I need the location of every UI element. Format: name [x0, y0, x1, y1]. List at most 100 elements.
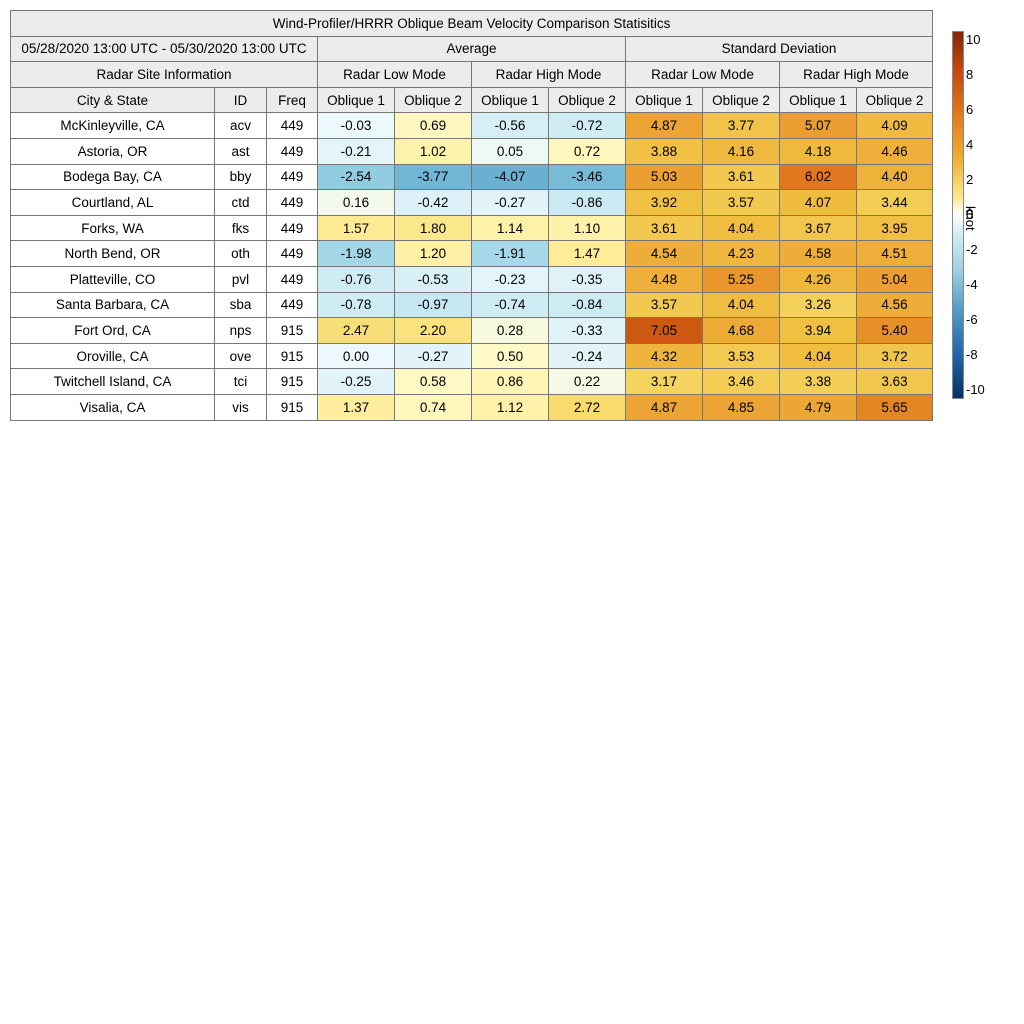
average-value-cell: -0.24 — [548, 342, 626, 370]
stats-table: Wind-Profiler/HRRR Oblique Beam Velocity… — [9, 10, 934, 421]
site-city-cell: Forks, WA — [10, 214, 215, 242]
stddev-value-cell: 4.54 — [625, 240, 703, 267]
stddev-value-cell: 5.04 — [855, 265, 934, 293]
table-row: Astoria, OR ast 449 -0.21 1.02 0.05 0.72 3.88 4.… — [10, 137, 934, 165]
average-value-cell: 1.12 — [471, 393, 549, 421]
average-value-cell: -0.56 — [471, 112, 549, 139]
average-value-cell: 0.58 — [394, 368, 472, 395]
average-value-cell: 0.74 — [394, 393, 472, 421]
table-row: Platteville, CO pvl 449 -0.76 -0.53 -0.23 -0.3… — [10, 265, 934, 293]
colorbar-tick-label: 10 — [966, 32, 981, 47]
column-header: ID — [214, 86, 267, 114]
average-value-cell: -0.03 — [317, 112, 395, 139]
site-id-cell: oth — [214, 240, 267, 267]
average-value-cell: 1.57 — [317, 214, 395, 242]
colorbar-tick-label: 0 — [966, 207, 974, 222]
average-value-cell: 1.20 — [394, 240, 472, 267]
average-value-cell: 0.50 — [471, 342, 549, 370]
stddev-value-cell: 4.23 — [702, 240, 780, 267]
table-row: McKinleyville, CA acv 449 -0.03 0.69 -0.56 -0.… — [10, 112, 934, 139]
site-id-cell: ctd — [214, 189, 267, 216]
stddev-value-cell: 6.02 — [779, 163, 857, 191]
site-freq-cell: 915 — [266, 342, 318, 370]
average-value-cell: 0.28 — [471, 317, 549, 344]
average-value-cell: -0.35 — [548, 265, 626, 293]
average-value-cell: 1.37 — [317, 393, 395, 421]
average-value-cell: 1.47 — [548, 240, 626, 267]
stddev-value-cell: 5.25 — [702, 265, 780, 293]
average-value-cell: 1.14 — [471, 214, 549, 242]
average-value-cell: -0.97 — [394, 291, 472, 319]
average-value-cell: -0.23 — [471, 265, 549, 293]
average-value-cell: -4.07 — [471, 163, 549, 191]
stddev-value-cell: 3.46 — [702, 368, 780, 395]
site-id-cell: ove — [214, 342, 267, 370]
stddev-value-cell: 3.38 — [779, 368, 857, 395]
average-value-cell: -0.84 — [548, 291, 626, 319]
stddev-value-cell: 3.61 — [625, 214, 703, 242]
stddev-value-cell: 3.26 — [779, 291, 857, 319]
average-value-cell: -0.72 — [548, 112, 626, 139]
colorbar — [952, 31, 964, 399]
site-freq-cell: 449 — [266, 214, 318, 242]
period-label: 05/28/2020 13:00 UTC - 05/30/2020 13:00 … — [10, 35, 318, 63]
stddev-value-cell: 4.40 — [855, 163, 934, 191]
stddev-value-cell: 3.88 — [625, 137, 703, 165]
stddev-value-cell: 4.16 — [702, 137, 780, 165]
average-value-cell: 0.72 — [548, 137, 626, 165]
column-header: Oblique 1 — [317, 86, 395, 114]
table-row: Forks, WA fks 449 1.57 1.80 1.14 1.10 3.61 4.04 3… — [10, 214, 934, 242]
site-city-cell: Santa Barbara, CA — [10, 291, 215, 319]
stddev-value-cell: 4.87 — [625, 112, 703, 139]
site-id-cell: fks — [214, 214, 267, 242]
average-value-cell: 0.22 — [548, 368, 626, 395]
average-value-cell: 2.20 — [394, 317, 472, 344]
table-row: Bodega Bay, CA bby 449 -2.54 -3.77 -4.07 -3.46… — [10, 163, 934, 191]
stddev-value-cell: 3.57 — [702, 189, 780, 216]
site-freq-cell: 449 — [266, 189, 318, 216]
column-header: Oblique 2 — [855, 86, 934, 114]
stddev-value-cell: 3.67 — [779, 214, 857, 242]
site-freq-cell: 915 — [266, 368, 318, 395]
average-value-cell: -0.25 — [317, 368, 395, 395]
table-body: McKinleyville, CA acv 449 -0.03 0.69 -0.56 -0.… — [10, 112, 934, 421]
column-header: Oblique 2 — [702, 86, 780, 114]
site-city-cell: Astoria, OR — [10, 137, 215, 165]
stddev-value-cell: 4.58 — [779, 240, 857, 267]
column-header: Oblique 1 — [779, 86, 857, 114]
table-row: Fort Ord, CA nps 915 2.47 2.20 0.28 -0.33 7.05 4… — [10, 317, 934, 344]
average-value-cell: -0.42 — [394, 189, 472, 216]
mode-header: Radar High Mode — [471, 61, 626, 88]
column-header: City & State — [10, 86, 215, 114]
average-value-cell: -0.78 — [317, 291, 395, 319]
stddev-value-cell: 3.53 — [702, 342, 780, 370]
colorbar-tick-label: 6 — [966, 102, 974, 117]
site-id-cell: bby — [214, 163, 267, 191]
stddev-value-cell: 3.92 — [625, 189, 703, 216]
average-value-cell: 0.05 — [471, 137, 549, 165]
colorbar-tick-label: 8 — [966, 67, 974, 82]
stddev-value-cell: 3.44 — [855, 189, 934, 216]
stddev-value-cell: 3.95 — [855, 214, 934, 242]
column-header: Oblique 2 — [548, 86, 626, 114]
site-city-cell: Visalia, CA — [10, 393, 215, 421]
average-value-cell: -3.77 — [394, 163, 472, 191]
stddev-value-cell: 4.04 — [779, 342, 857, 370]
site-id-cell: tci — [214, 368, 267, 395]
stddev-value-cell: 5.07 — [779, 112, 857, 139]
table-row: North Bend, OR oth 449 -1.98 1.20 -1.91 1.47 4.… — [10, 240, 934, 267]
site-freq-cell: 449 — [266, 137, 318, 165]
colorbar-tick-label: 2 — [966, 172, 974, 187]
average-value-cell: -2.54 — [317, 163, 395, 191]
site-freq-cell: 449 — [266, 291, 318, 319]
average-value-cell: 1.10 — [548, 214, 626, 242]
mode-header: Radar Low Mode — [317, 61, 472, 88]
site-id-cell: ast — [214, 137, 267, 165]
colorbar-tick-label: 4 — [966, 137, 974, 152]
site-city-cell: Bodega Bay, CA — [10, 163, 215, 191]
site-freq-cell: 915 — [266, 393, 318, 421]
stddev-value-cell: 4.04 — [702, 214, 780, 242]
colorbar-tick-label: -2 — [966, 242, 978, 257]
average-value-cell: -0.86 — [548, 189, 626, 216]
table-row: Twitchell Island, CA tci 915 -0.25 0.58 0.86 0… — [10, 368, 934, 395]
